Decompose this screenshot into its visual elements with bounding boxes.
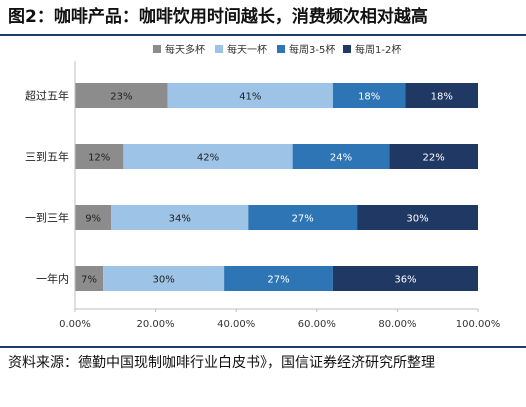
data-label-2-3: 24% [330,153,352,164]
data-label-4-4: 36% [394,275,416,286]
data-label-3-3: 27% [292,214,314,225]
data-label-4-2: 30% [153,275,175,286]
data-label-3-1: 9% [85,214,101,225]
bar-segment-1-3 [332,83,406,108]
bar-segment-1-1 [75,83,168,108]
bar-segment-2-4 [389,144,478,169]
category-label-3: 一到三年 [25,211,69,225]
x-tick-label-6: 100.00% [456,319,501,330]
bar-segment-2-2 [123,144,293,169]
legend-label-3: 每周3-5杯 [289,43,335,56]
data-label-2-2: 42% [197,153,219,164]
legend-swatch-3 [277,45,285,53]
bar-segment-3-1 [75,205,112,230]
data-label-2-1: 12% [88,153,110,164]
legend-swatch-1 [153,45,161,53]
bar-segment-2-3 [292,144,390,169]
data-label-2-4: 22% [423,153,445,164]
bar-segment-3-3 [248,205,358,230]
legend-swatch-4 [343,45,351,53]
title-divider [0,34,526,36]
bar-segment-1-4 [405,83,478,108]
category-label-4: 一年内 [36,272,69,286]
data-label-4-3: 27% [267,275,289,286]
source-note: 资料来源：德勤中国现制咖啡行业白皮书》，国信证券经济研究所整理 [8,355,435,371]
legend-label-4: 每周1-2杯 [355,43,401,56]
source-divider [0,346,526,348]
data-label-1-3: 18% [358,92,380,103]
data-label-3-2: 34% [169,214,191,225]
bar-segment-3-2 [111,205,249,230]
data-label-1-4: 18% [431,92,453,103]
bar-segment-4-2 [103,266,225,291]
bar-segment-3-4 [357,205,478,230]
legend-label-2: 每天一杯 [227,43,267,56]
data-label-4-1: 7% [81,275,97,286]
data-label-1-2: 41% [239,92,261,103]
data-label-3-4: 30% [406,214,428,225]
x-tick-label-3: 40.00% [217,319,255,330]
category-label-1: 超过五年 [25,89,69,103]
bar-segment-4-1 [75,266,104,291]
x-tick-label-2: 20.00% [137,319,175,330]
data-label-1-1: 23% [110,92,132,103]
x-tick-label-1: 0.00% [59,319,91,330]
bar-segment-2-1 [75,144,124,169]
category-label-2: 三到五年 [25,150,69,164]
legend-label-1: 每天多杯 [165,43,205,56]
bar-segment-4-3 [224,266,333,291]
x-tick-label-5: 80.00% [378,319,416,330]
x-tick-label-4: 60.00% [298,319,336,330]
bar-segment-4-4 [332,266,478,291]
bar-segment-1-2 [167,83,333,108]
chart-title: 图2：咖啡产品：咖啡饮用时间越长，消费频次相对越高 [8,7,428,27]
legend-swatch-2 [215,45,223,53]
